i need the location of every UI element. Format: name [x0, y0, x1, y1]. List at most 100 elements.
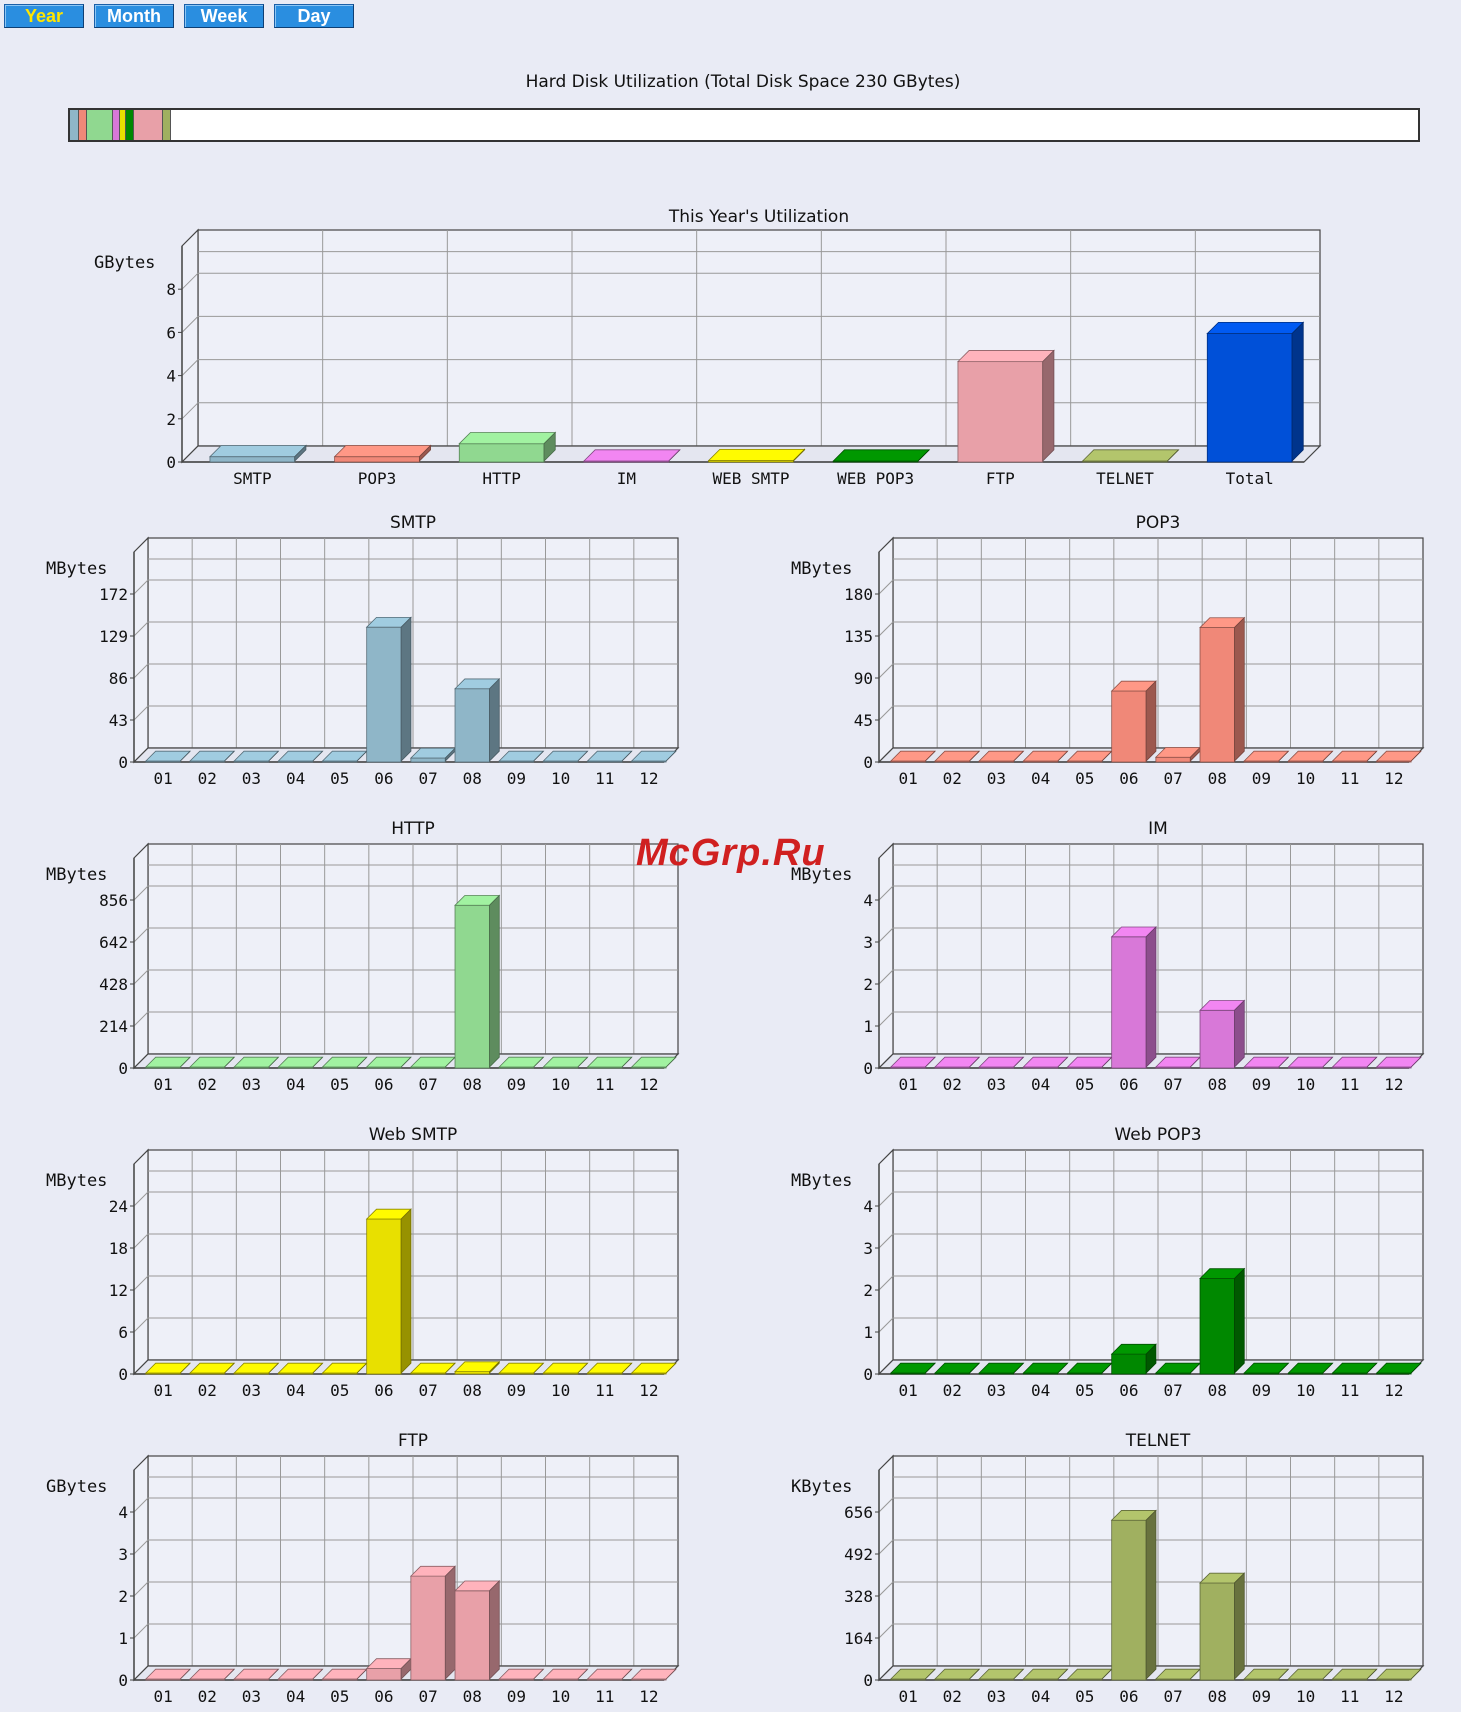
- x-tick-label: 03: [987, 1687, 1006, 1706]
- x-tick-label: 05: [330, 769, 349, 788]
- gridline: [133, 1233, 149, 1249]
- x-tick-label: 10: [551, 1075, 570, 1094]
- disk-segment: [119, 110, 127, 140]
- period-tabs: Year Month Week Day: [4, 4, 354, 28]
- http-chart: HTTP MBytes 0 214 428 642 856 01 02 03 04 05 06 07 08 0…: [46, 819, 680, 1094]
- y-tick-label: 1: [863, 1323, 873, 1342]
- bar-side: [312, 750, 323, 762]
- y-tick-label: 214: [99, 1017, 128, 1036]
- bar-top: [189, 1362, 236, 1374]
- bar-top: [542, 1056, 589, 1068]
- bar-side: [1013, 750, 1024, 762]
- y-tick-label: 2: [863, 1281, 873, 1300]
- bar-side: [1145, 926, 1157, 1068]
- bar-top: [321, 1056, 368, 1068]
- x-tick-label: 08: [1208, 769, 1227, 788]
- bar-top: [542, 1668, 589, 1680]
- y-axis-label: MBytes: [46, 1171, 107, 1191]
- bar-side: [180, 750, 191, 762]
- bar: [889, 1056, 937, 1069]
- y-tick-label: 4: [118, 1503, 128, 1522]
- x-tick-label: 07: [1163, 1075, 1182, 1094]
- bar: [498, 1668, 545, 1681]
- smtp-chart: SMTP MBytes 0 43 86 129 172 01 02 03 04 05 06 07 08 09 1…: [46, 513, 680, 788]
- plot-left-wall: [181, 228, 199, 464]
- tab-year[interactable]: Year: [4, 4, 84, 28]
- bar-front: [410, 1575, 446, 1681]
- bar-side: [792, 448, 805, 462]
- chart-title: Web POP3: [1114, 1125, 1201, 1145]
- x-tick-label: IM: [617, 469, 636, 488]
- bar: [1331, 750, 1378, 763]
- x-tick-label: 08: [1208, 1075, 1227, 1094]
- plot-left-wall: [878, 1148, 894, 1376]
- bar-side: [621, 750, 633, 762]
- bar-top: [1287, 1056, 1334, 1068]
- bar-top: [144, 1056, 192, 1068]
- telnet-chart: TELNET KBytes 0 164 328 492 656 01 02 03 04 05 06 07 0…: [791, 1431, 1425, 1706]
- bar: [1110, 926, 1157, 1069]
- bar-top: [1331, 1056, 1378, 1068]
- x-tick-label: 04: [286, 769, 305, 788]
- gridline: [133, 1317, 149, 1333]
- gridline: [878, 1275, 894, 1291]
- bar-front: [454, 904, 490, 1069]
- gridline: [133, 705, 149, 721]
- tab-week[interactable]: Week: [184, 4, 264, 28]
- y-axis-label: MBytes: [791, 559, 852, 579]
- gridline: [133, 1011, 149, 1027]
- y-tick-label: 3: [118, 1545, 128, 1564]
- plot-left-wall: [133, 1148, 149, 1376]
- bar-top: [277, 1056, 324, 1068]
- x-tick-label: 02: [943, 1687, 962, 1706]
- x-tick-label: 08: [463, 1381, 482, 1400]
- bar: [454, 1360, 501, 1375]
- bar-front: [1199, 1278, 1235, 1375]
- x-tick-label: 03: [242, 1687, 261, 1706]
- bar-side: [268, 750, 279, 762]
- bar: [233, 1362, 280, 1375]
- gridline: [181, 272, 199, 290]
- x-tick-label: 08: [1208, 1381, 1227, 1400]
- x-tick-label: 10: [1296, 1075, 1315, 1094]
- bar-top: [233, 1668, 280, 1680]
- x-tick-label: 03: [242, 769, 261, 788]
- x-tick-label: FTP: [986, 469, 1015, 488]
- x-tick-label: 03: [987, 1381, 1006, 1400]
- bar: [1375, 1056, 1422, 1069]
- y-axis-label: MBytes: [46, 559, 107, 579]
- gridline: [878, 1317, 894, 1333]
- chart-title: Web SMTP: [369, 1125, 458, 1145]
- bar-front: [1111, 690, 1147, 763]
- bar: [1331, 1362, 1378, 1375]
- bar-top: [630, 1056, 677, 1068]
- bar-side: [1234, 1267, 1245, 1374]
- tab-month[interactable]: Month: [94, 4, 174, 28]
- bar: [1110, 1343, 1157, 1375]
- bar: [1331, 1668, 1378, 1681]
- bar: [889, 1362, 937, 1375]
- gridline: [878, 1233, 894, 1249]
- bar-front: [1206, 333, 1293, 463]
- bar-top: [1287, 750, 1334, 762]
- x-tick-label: 09: [1252, 769, 1271, 788]
- bar: [1243, 1362, 1290, 1375]
- gridline: [133, 1539, 149, 1555]
- y-tick-label: 164: [844, 1629, 873, 1648]
- bar-top: [498, 1362, 545, 1374]
- bar: [978, 750, 1025, 763]
- x-tick-label: 04: [1031, 1381, 1050, 1400]
- bar: [189, 1362, 236, 1375]
- x-tick-label: WEB POP3: [837, 469, 914, 488]
- bar-top: [934, 750, 981, 762]
- bar-top: [233, 1362, 280, 1374]
- bar-side: [489, 1360, 500, 1374]
- y-tick-label: 4: [863, 1197, 873, 1216]
- y-tick-label: 2: [118, 1587, 128, 1606]
- tab-day[interactable]: Day: [274, 4, 354, 28]
- bar-top: [978, 1362, 1025, 1374]
- x-tick-label: 08: [463, 1075, 482, 1094]
- bar-side: [1278, 750, 1289, 762]
- plot-left-wall: [133, 1454, 149, 1682]
- bar: [333, 444, 432, 463]
